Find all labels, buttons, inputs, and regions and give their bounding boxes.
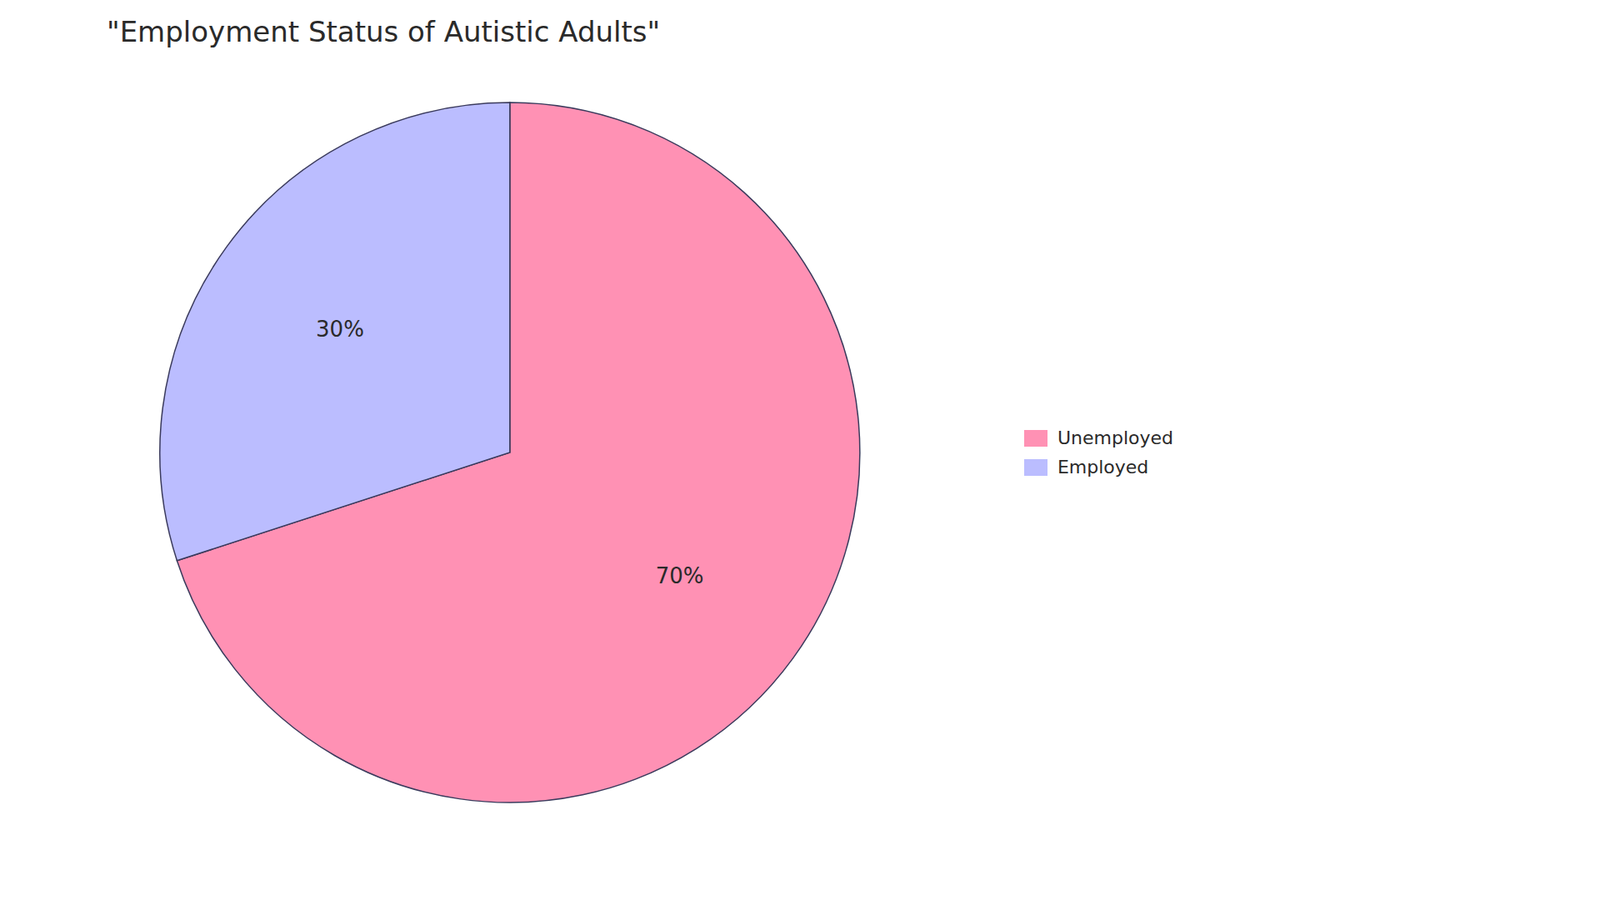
html-text:Unemployed: Unemployed <box>1057 427 1174 449</box>
html-text:Employed: Employed <box>1057 456 1149 478</box>
html-text:"Employment Status of Autistic: "Employment Status of Autistic Adults" <box>106 15 661 49</box>
svg-text:30%: 30% <box>315 316 365 342</box>
svg-text:70%: 70% <box>655 563 705 589</box>
